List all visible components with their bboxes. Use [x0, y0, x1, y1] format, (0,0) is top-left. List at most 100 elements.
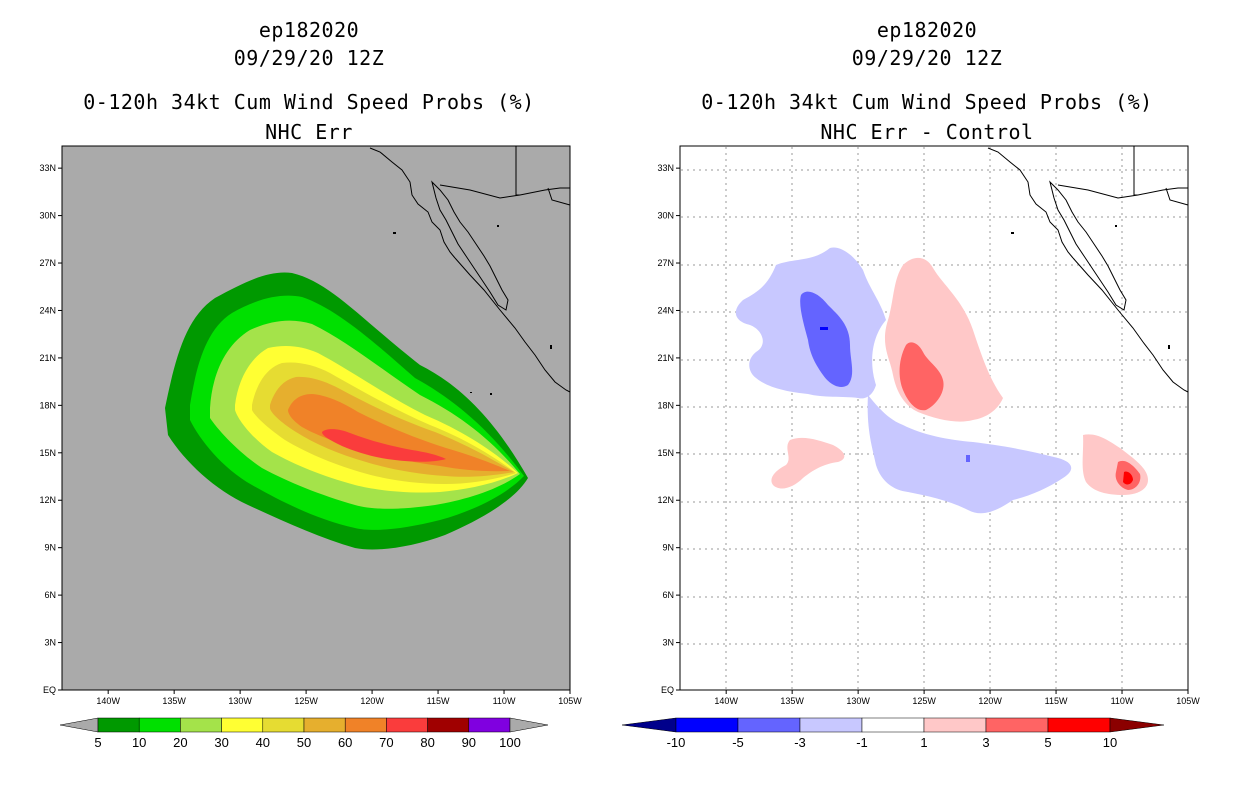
- colorbar-label: 50: [297, 735, 311, 750]
- neg-region-west-dark: [800, 291, 853, 387]
- colorbar-label: 1: [920, 735, 927, 750]
- coastline: [987, 146, 1189, 393]
- lat-label: 9N: [662, 543, 674, 553]
- colorbar-label: -1: [856, 735, 868, 750]
- colorbar-label: 70: [379, 735, 393, 750]
- lat-label: 12N: [657, 495, 674, 505]
- colorbar-label: 30: [214, 735, 228, 750]
- colorbar-swatch: [799, 717, 863, 733]
- product-title: 0-120h 34kt Cum Wind Speed Probs (%): [83, 90, 535, 114]
- colorbar-swatch: [180, 717, 222, 733]
- colorbar-label: -10: [667, 735, 686, 750]
- colorbar-label: 5: [1044, 735, 1051, 750]
- pos-region-east-mid: [1115, 460, 1141, 490]
- lon-label: 115W: [1045, 696, 1068, 706]
- map-background: [61, 145, 571, 691]
- colorbar-swatch: [923, 717, 987, 733]
- storm-id: ep182020: [258, 18, 360, 42]
- colorbar-swatch: [737, 717, 801, 733]
- lat-label: EQ: [43, 685, 56, 695]
- lon-label: 120W: [978, 696, 1002, 706]
- colorbar-label: 80: [420, 735, 434, 750]
- lon-label: 130W: [228, 696, 252, 706]
- datetime: 09/29/20 12Z: [233, 46, 385, 70]
- lat-label: 6N: [44, 590, 56, 600]
- colorbar-label: 5: [94, 735, 101, 750]
- left-lat-ticks: EQ 3N 6N 9N 12N 15N 18N 21N 24N 27N 30N 33N: [39, 163, 62, 695]
- neg-small-dot: [966, 455, 970, 462]
- product-title: 0-120h 34kt Cum Wind Speed Probs (%): [701, 90, 1153, 114]
- lat-label: 24N: [657, 305, 674, 315]
- datetime: 09/29/20 12Z: [851, 46, 1003, 70]
- lat-label: EQ: [661, 685, 674, 695]
- colorbar-swatch: [1047, 717, 1111, 733]
- pos-region-east-core: [1123, 471, 1133, 485]
- colorbar-label: 60: [338, 735, 352, 750]
- colorbar-label: -5: [732, 735, 744, 750]
- lat-label: 27N: [657, 258, 674, 268]
- contour-50: [270, 376, 514, 477]
- pos-region-center: [884, 257, 1003, 422]
- colorbar-label: 3: [982, 735, 989, 750]
- left-colorbar: 5 10 20 30 40 50 60 70 80 90 100: [59, 717, 549, 750]
- lon-label: 105W: [1176, 696, 1200, 706]
- colorbar-swatch: [427, 717, 470, 733]
- lon-label: 110W: [493, 696, 516, 706]
- lat-label: 12N: [39, 495, 56, 505]
- lat-label: 24N: [39, 305, 56, 315]
- lat-label: 21N: [39, 353, 56, 363]
- right-panel: ep182020 09/29/20 12Z 0-120h 34kt Cum Wi…: [618, 0, 1236, 800]
- lat-label: 15N: [657, 448, 674, 458]
- right-colorbar: -10 -5 -3 -1 1 3 5 10: [621, 717, 1165, 750]
- contour-5: [165, 272, 528, 550]
- panel-subtitle: NHC Err - Control: [820, 120, 1034, 144]
- lon-label: 125W: [294, 696, 318, 706]
- left-panel: ep182020 09/29/20 12Z 0-120h 34kt Cum Wi…: [39, 18, 582, 750]
- probability-contours: [165, 272, 528, 550]
- right-lat-ticks: EQ 3N 6N 9N 12N 15N 18N 21N 24N 27N 30N 33N: [657, 163, 680, 695]
- lon-label: 140W: [714, 696, 738, 706]
- colorbar-swatch: [97, 717, 140, 733]
- right-lon-ticks: 140W 135W 130W 125W 120W 115W 110W 105W: [714, 690, 1200, 706]
- colorbar-swatch: [468, 717, 511, 733]
- lat-label: 30N: [657, 211, 674, 221]
- lat-label: 18N: [657, 400, 674, 410]
- neg-dark-dot: [820, 327, 828, 330]
- lon-label: 135W: [780, 696, 804, 706]
- colorbar-under-arrow: [59, 717, 99, 733]
- lat-label: 33N: [657, 163, 674, 173]
- neg-region-west: [735, 247, 886, 399]
- contour-60: [288, 394, 510, 472]
- lon-label: 105W: [558, 696, 582, 706]
- lon-label: 115W: [427, 696, 450, 706]
- colorbar-swatch: [386, 717, 428, 733]
- lat-label: 27N: [39, 258, 56, 268]
- lon-label: 125W: [912, 696, 936, 706]
- storm-id: ep182020: [876, 18, 978, 42]
- difference-contours: [735, 247, 1148, 514]
- colorbar-swatch: [985, 717, 1049, 733]
- contour-70: [322, 429, 446, 462]
- panel-subtitle: NHC Err: [265, 120, 353, 144]
- lat-label: 3N: [662, 638, 674, 648]
- small-islands: [1011, 225, 1170, 349]
- lon-label: 120W: [360, 696, 384, 706]
- graticule: [681, 147, 1187, 689]
- lon-label: 130W: [846, 696, 870, 706]
- contour-10: [190, 295, 524, 530]
- lat-label: 33N: [39, 163, 56, 173]
- left-lon-ticks: 140W 135W 130W 125W 120W 115W 110W 105W: [96, 690, 582, 706]
- colorbar-label: 100: [499, 735, 521, 750]
- lat-label: 6N: [662, 590, 674, 600]
- colorbar-label: 20: [173, 735, 187, 750]
- colorbar-label: 10: [1103, 735, 1117, 750]
- lat-label: 3N: [44, 638, 56, 648]
- lon-label: 110W: [1111, 696, 1134, 706]
- lat-label: 30N: [39, 211, 56, 221]
- colorbar-swatch: [861, 717, 925, 733]
- colorbar-swatch: [262, 717, 305, 733]
- colorbar-label: -3: [794, 735, 806, 750]
- pos-region-center-mid: [899, 342, 944, 411]
- colorbar-label: 40: [256, 735, 270, 750]
- coastline: [369, 146, 571, 393]
